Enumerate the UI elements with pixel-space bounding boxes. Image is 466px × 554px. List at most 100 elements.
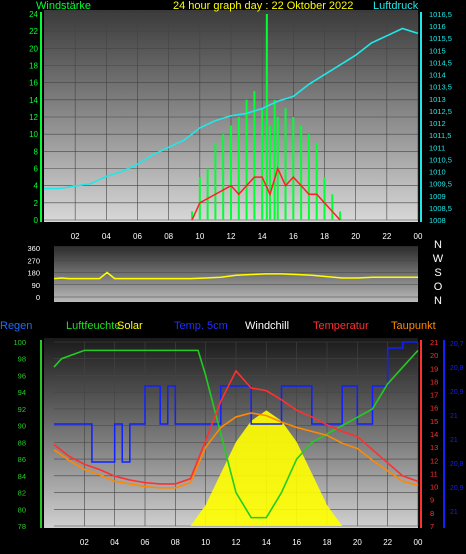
dir-tick-label: 270 xyxy=(27,256,40,265)
humidity-tick-label: 86 xyxy=(18,455,26,464)
y-right-tick-label: 1014,5 xyxy=(429,58,452,67)
temp5-tick-label: 20,8 xyxy=(450,365,464,372)
y-right-tick-label: 1013,5 xyxy=(429,83,452,92)
x-tick-label: 02 xyxy=(80,538,89,547)
temp5-tick-label: 21 xyxy=(450,413,458,420)
temp5-tick-label: 21 xyxy=(450,509,458,516)
x-tick-label: 08 xyxy=(164,232,173,241)
dir-tick-label: 90 xyxy=(32,281,40,290)
y-right-tick-label: 1012,5 xyxy=(429,107,452,116)
chart-title: 24 hour graph day : 22 Oktober 2022 xyxy=(173,0,353,12)
y-right-tick-label: 1009,5 xyxy=(429,180,452,189)
y-left-tick-label: 6 xyxy=(34,165,39,174)
x-tick-label: 22 xyxy=(383,538,392,547)
temp-tick-label: 19 xyxy=(430,364,438,373)
pressure-line xyxy=(44,27,419,190)
y-right-tick-label: 1008,5 xyxy=(429,204,452,213)
compass-label: N xyxy=(434,295,442,307)
x-tick-label: 18 xyxy=(320,232,329,241)
y-left-tick-label: 20 xyxy=(29,44,38,53)
temp-tick-label: 18 xyxy=(430,377,438,386)
humidity-tick-label: 96 xyxy=(18,371,26,380)
temperature-line xyxy=(53,369,419,485)
y-left-tick-label: 2 xyxy=(34,199,39,208)
compass-label: W xyxy=(433,253,444,265)
x-tick-label: 06 xyxy=(133,232,142,241)
x-tick-label: 12 xyxy=(227,232,236,241)
x-tick-label: 18 xyxy=(323,538,332,547)
humidity-tick-label: 100 xyxy=(13,338,26,347)
temp-tick-label: 7 xyxy=(430,522,434,531)
x-tick-label: 10 xyxy=(195,232,204,241)
temp-tick-label: 11 xyxy=(430,469,438,478)
legend-solar: Solar xyxy=(117,320,143,332)
y-right-tick-label: 1012 xyxy=(429,119,446,128)
x-tick-label: 00 xyxy=(414,232,423,241)
winddir-line xyxy=(53,271,418,280)
humidity-tick-label: 90 xyxy=(18,422,26,431)
y-left-tick-label: 18 xyxy=(29,62,38,71)
legend-temperatur: Temperatur xyxy=(313,320,369,332)
humidity-tick-label: 80 xyxy=(18,505,26,514)
x-tick-label: 16 xyxy=(289,232,298,241)
humidity-tick-label: 98 xyxy=(18,355,26,364)
x-tick-label: 00 xyxy=(414,538,423,547)
x-tick-label: 20 xyxy=(353,538,362,547)
legend-windchill: Windchill xyxy=(245,320,289,332)
y-right-tick-label: 1016 xyxy=(429,22,446,31)
y-left-tick-label: 24 xyxy=(29,10,38,19)
temp-tick-label: 14 xyxy=(430,430,438,439)
compass-label: N xyxy=(434,239,442,251)
x-tick-label: 08 xyxy=(171,538,180,547)
winddir-panel-bg xyxy=(54,246,418,302)
legend-regen: Regen xyxy=(0,320,32,332)
y-left-tick-label: 0 xyxy=(34,216,39,225)
y-right-tick-label: 1009 xyxy=(429,192,446,201)
x-tick-label: 14 xyxy=(262,538,271,547)
y-right-tick-label: 1010 xyxy=(429,168,446,177)
temp-tick-label: 9 xyxy=(430,496,434,505)
y-left-tick-label: 22 xyxy=(29,27,38,36)
y-left-tick-label: 12 xyxy=(29,113,38,122)
dir-tick-label: 360 xyxy=(27,244,40,253)
temp-tick-label: 10 xyxy=(430,483,438,492)
temp-tick-label: 20 xyxy=(430,351,438,360)
right-axis-title: Luftdruck xyxy=(373,0,419,12)
left-axis-title: Windstärke xyxy=(36,0,91,12)
humidity-tick-label: 78 xyxy=(18,522,26,531)
temp-tick-label: 21 xyxy=(430,338,438,347)
y-right-tick-label: 1013 xyxy=(429,95,446,104)
temp5-tick-label: 20,9 xyxy=(450,485,464,492)
humidity-tick-label: 88 xyxy=(18,438,26,447)
y-left-tick-label: 16 xyxy=(29,79,38,88)
temp-tick-label: 15 xyxy=(430,417,438,426)
y-right-tick-label: 1016,5 xyxy=(429,10,452,19)
x-tick-label: 20 xyxy=(351,232,360,241)
legend-temp5cm: Temp. 5cm xyxy=(174,320,228,332)
y-right-tick-label: 1014 xyxy=(429,71,446,80)
compass-label: S xyxy=(434,267,441,279)
compass-label: O xyxy=(434,281,443,293)
y-left-tick-label: 10 xyxy=(29,130,38,139)
temp-tick-label: 17 xyxy=(430,391,438,400)
y-right-tick-label: 1011 xyxy=(429,143,445,152)
temp5-tick-label: 20,8 xyxy=(450,461,464,468)
temp-tick-label: 8 xyxy=(430,509,434,518)
y-right-tick-label: 1008 xyxy=(429,216,446,225)
temp5-tick-label: 21 xyxy=(450,437,458,444)
temp-tick-label: 13 xyxy=(430,443,438,452)
solar-area xyxy=(190,410,343,526)
humidity-tick-label: 82 xyxy=(18,489,26,498)
temp-tick-label: 12 xyxy=(430,456,438,465)
legend-taupunkt: Taupunkt xyxy=(391,320,436,332)
x-tick-label: 10 xyxy=(201,538,210,547)
x-tick-label: 02 xyxy=(71,232,80,241)
temp5-tick-label: 20,7 xyxy=(450,341,464,348)
x-tick-label: 04 xyxy=(102,232,111,241)
humidity-tick-label: 92 xyxy=(18,405,26,414)
x-tick-label: 06 xyxy=(141,538,150,547)
y-right-tick-label: 1015 xyxy=(429,46,446,55)
x-tick-label: 04 xyxy=(110,538,119,547)
humidity-tick-label: 84 xyxy=(18,472,26,481)
